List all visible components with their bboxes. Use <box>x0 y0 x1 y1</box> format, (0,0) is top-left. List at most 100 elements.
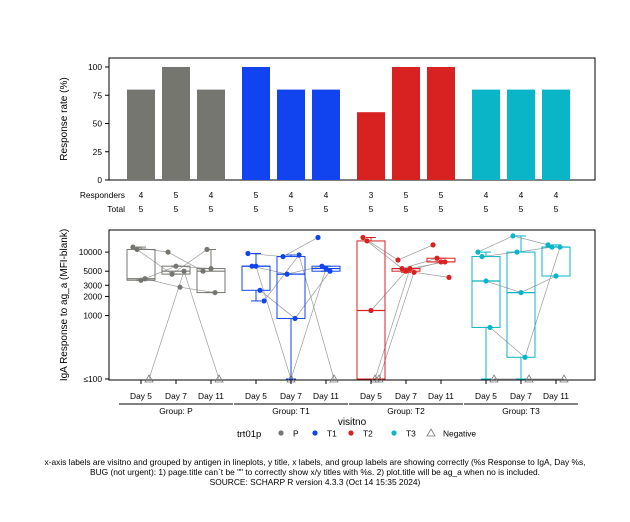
data-point <box>510 233 516 239</box>
bar <box>472 89 500 180</box>
legend-label: T2 <box>363 429 373 439</box>
data-point <box>411 269 417 275</box>
responders-value: 5 <box>254 190 259 200</box>
data-point <box>261 298 267 304</box>
bar <box>242 67 270 180</box>
bar <box>197 89 225 180</box>
data-point <box>446 274 452 280</box>
data-point <box>360 234 366 241</box>
data-point <box>245 250 251 257</box>
data-point <box>430 242 436 248</box>
box-x-tick-label: Day 7 <box>165 391 187 401</box>
responders-value: 4 <box>324 190 329 200</box>
data-point <box>165 249 171 255</box>
data-point <box>208 265 214 272</box>
data-point <box>315 234 321 241</box>
subject-line <box>148 270 220 380</box>
box-plots <box>126 235 571 380</box>
responders-value: 4 <box>484 190 489 200</box>
bar <box>277 89 305 180</box>
box-x-axis-title: visitno <box>338 417 367 428</box>
data-point <box>475 249 481 255</box>
data-point <box>545 242 551 248</box>
total-row-label: Total <box>107 204 125 214</box>
total-value: 5 <box>439 204 444 214</box>
negative-point <box>374 374 384 383</box>
group-label: Group: T1 <box>272 406 310 416</box>
bar <box>162 67 190 180</box>
bar <box>507 89 535 180</box>
total-value: 5 <box>174 204 179 214</box>
legend: trt01p P T1 T2 T3 Negative <box>237 428 476 440</box>
negative-point <box>559 374 569 383</box>
bar <box>127 89 155 180</box>
data-point <box>364 238 370 244</box>
legend-key-circle <box>391 430 397 436</box>
data-point <box>399 265 405 272</box>
data-point <box>514 249 520 255</box>
box-x-tick-label: Day 5 <box>360 391 382 401</box>
box-y-tick-label: 5000 <box>83 266 102 276</box>
box <box>541 246 571 277</box>
total-value: 5 <box>484 204 489 214</box>
bar-y-tick-label: 75 <box>93 90 103 100</box>
group-label: Group: T3 <box>502 406 540 416</box>
bar <box>542 89 570 180</box>
data-point <box>327 268 333 274</box>
footer-note-line-2: BUG (not urgent): 1) page.title can`t be… <box>89 467 541 477</box>
box <box>471 256 501 328</box>
data-point <box>395 257 401 263</box>
box-y-tick-label: 3000 <box>83 280 102 290</box>
responders-row-label: Responders <box>80 190 125 200</box>
data-point <box>249 263 255 269</box>
data-point <box>522 354 528 360</box>
data-point <box>177 284 183 290</box>
box-x-tick-label: Day 7 <box>395 391 417 401</box>
data-point <box>557 244 563 250</box>
subject-line <box>378 271 450 380</box>
data-point <box>518 289 524 296</box>
box-x-tick-label: Day 11 <box>428 391 454 401</box>
bar-y-axis-title: Response rate (%) <box>59 77 70 160</box>
total-value: 5 <box>289 204 294 214</box>
total-value: 5 <box>554 204 559 214</box>
data-point <box>487 324 493 331</box>
bar-plot-frame <box>108 57 596 181</box>
legend-key-circle <box>278 430 284 436</box>
box-x-tick-label: Day 11 <box>313 391 339 401</box>
responders-value: 5 <box>404 190 409 200</box>
negative-point <box>214 374 224 383</box>
data-point <box>181 268 187 274</box>
bars <box>127 67 570 180</box>
box <box>276 256 306 319</box>
data-point <box>438 259 444 265</box>
negative-point <box>524 374 534 383</box>
legend-label: T3 <box>406 429 416 439</box>
legend-label: P <box>293 429 299 439</box>
bar-y-tick-label: 25 <box>93 147 103 157</box>
data-point <box>434 255 440 261</box>
data-point <box>284 271 290 277</box>
responders-value: 4 <box>289 190 294 200</box>
box-x-tick-label: Day 11 <box>543 391 569 401</box>
data-point <box>134 246 140 253</box>
data-point <box>200 268 206 274</box>
subject-line <box>366 240 438 269</box>
box <box>126 248 156 281</box>
data-point <box>173 263 179 269</box>
data-point <box>368 307 374 314</box>
box-x-tick-label: Day 5 <box>245 391 267 401</box>
group-label: Group: T2 <box>387 406 425 416</box>
total-value: 5 <box>324 204 329 214</box>
legend-label: T1 <box>327 429 337 439</box>
data-point <box>212 289 218 296</box>
box-x-tick-label: Day 7 <box>280 391 302 401</box>
bar <box>312 89 340 180</box>
group-label: Group: P <box>159 406 193 416</box>
box-x-tick-label: Day 5 <box>130 391 152 401</box>
bar-y-tick-label: 100 <box>88 62 102 72</box>
data-point <box>323 265 329 272</box>
